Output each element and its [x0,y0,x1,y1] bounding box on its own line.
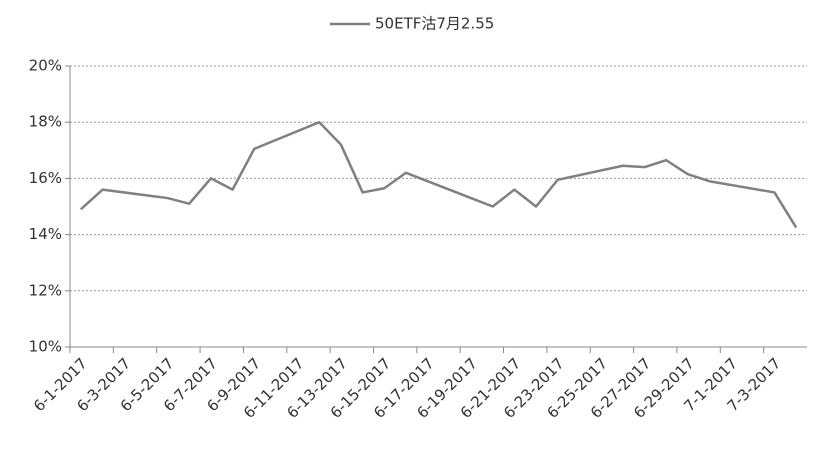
y-tick-label: 18% [29,113,62,131]
y-tick-label: 16% [29,169,62,187]
series-line [79,120,798,229]
y-tick-label: 12% [29,281,62,299]
legend-label: 50ETF沽7月2.55 [375,15,494,33]
y-tick-label: 10% [29,338,62,356]
y-tick-label: 20% [29,57,62,75]
y-tick-label: 14% [29,225,62,243]
